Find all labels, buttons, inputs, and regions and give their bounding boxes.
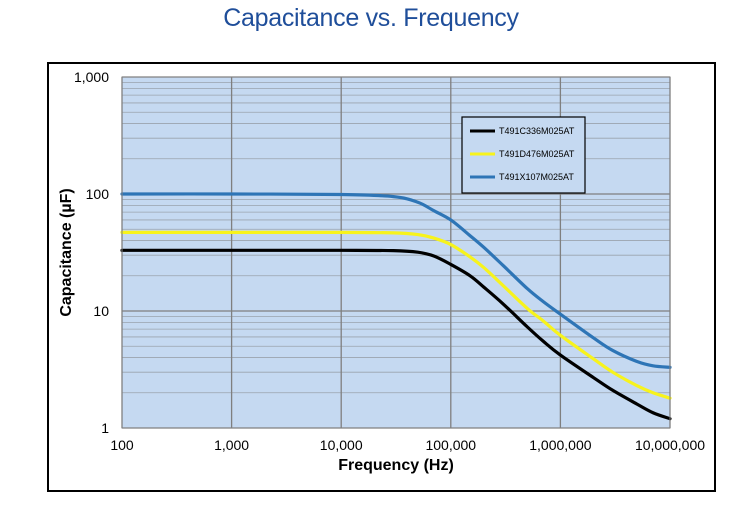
x-tick-label: 10,000: [320, 437, 363, 453]
series-line-T491D476M025AT: [120, 230, 672, 400]
plot-border: [121, 76, 671, 429]
series-line-T491C336M025AT: [120, 248, 672, 421]
tick-labels: 100 1,000 10,000 100,000 1,000,000 10,000,000…: [74, 69, 705, 453]
legend-label: T491C336M025AT: [499, 126, 575, 136]
y-tick-label: 1,000: [74, 69, 109, 85]
legend: T491C336M025AT T491D476M025AT T491X107M025…: [461, 116, 586, 194]
chart-frame: 100 1,000 10,000 100,000 1,000,000 10,000,000…: [47, 62, 716, 492]
x-tick-label: 1,000: [214, 437, 249, 453]
series-line-T491X107M025AT: [120, 192, 672, 369]
y-tick-label: 100: [86, 186, 110, 202]
chart-title: Capacitance vs. Frequency: [223, 4, 519, 32]
x-tick-label: 100: [110, 437, 134, 453]
x-tick-label: 10,000,000: [635, 437, 705, 453]
x-tick-label: 100,000: [425, 437, 476, 453]
y-tick-label: 10: [93, 303, 109, 319]
legend-label: T491D476M025AT: [499, 149, 575, 159]
series-layer: [120, 192, 672, 421]
legend-label: T491X107M025AT: [499, 172, 574, 182]
chart-svg: 100 1,000 10,000 100,000 1,000,000 10,000,000…: [58, 69, 705, 474]
y-tick-label: 1: [101, 420, 109, 436]
x-axis-label: Frequency (Hz): [338, 457, 454, 474]
y-axis-label: Capacitance (µF): [58, 188, 75, 316]
x-tick-label: 1,000,000: [529, 437, 591, 453]
